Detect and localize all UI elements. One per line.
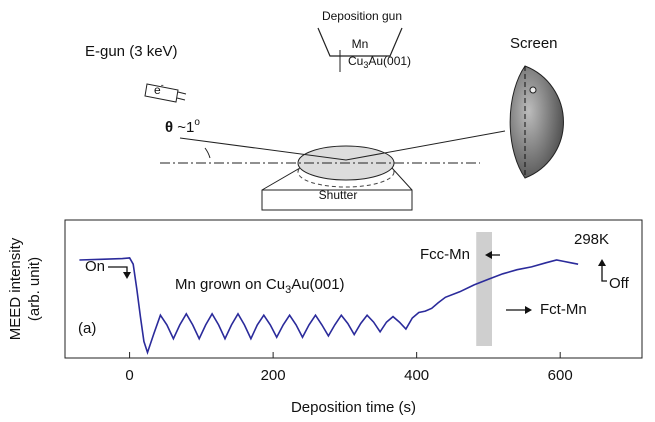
x-tick-label: 400 (404, 367, 429, 384)
annotation-arrow (601, 262, 607, 282)
sample-label: Cu3Au(001) (348, 54, 411, 70)
sample-shadow (297, 156, 395, 188)
annotation-part: Mn grown on Cu (175, 276, 285, 293)
annotation: Mn grown on Cu3Au(001) (175, 276, 345, 296)
egun-body (144, 83, 179, 103)
shaded-region (476, 232, 493, 346)
egun-tip (176, 91, 187, 101)
angle-arc (204, 147, 211, 159)
schematic: Deposition gun Mn E-gun (3 keV) e- Shutt… (85, 9, 564, 211)
gun-cup (317, 27, 403, 57)
annotation: On (85, 258, 105, 275)
arrow-head (525, 306, 532, 314)
annotation: 298K (574, 231, 609, 248)
screen (509, 65, 564, 179)
plot-frame (64, 219, 643, 359)
angle-label: θ ~1o (165, 117, 200, 136)
y-axis-label: (arb. unit) (26, 257, 43, 321)
annotation: (a) (78, 320, 96, 337)
arrow-head (123, 272, 131, 279)
y-axis-label: MEED intensity (7, 237, 24, 340)
egun-label: E-gun (3 keV) (85, 43, 178, 60)
deposition-gun-label: Deposition gun (322, 9, 402, 23)
annotation: Fct-Mn (540, 301, 587, 318)
annotation-part: 3 (285, 284, 291, 296)
electron-label: e- (154, 80, 164, 97)
data-line (79, 257, 579, 356)
arrow-head (598, 259, 606, 266)
beam (179, 130, 506, 161)
shutter-label: Shutter (319, 188, 358, 202)
annotation: Off (609, 275, 630, 292)
x-tick-label: 600 (548, 367, 573, 384)
annotation-arrow (108, 266, 128, 276)
screen-label: Screen (510, 35, 558, 52)
x-axis-label: Deposition time (s) (291, 399, 416, 416)
arrow-head (485, 251, 492, 259)
x-tick-label: 0 (125, 367, 133, 384)
spot (529, 86, 537, 94)
source-label: Mn (352, 37, 369, 51)
annotation: Fcc-Mn (420, 246, 470, 263)
x-tick-label: 200 (261, 367, 286, 384)
annotation-part: Au(001) (291, 276, 344, 293)
